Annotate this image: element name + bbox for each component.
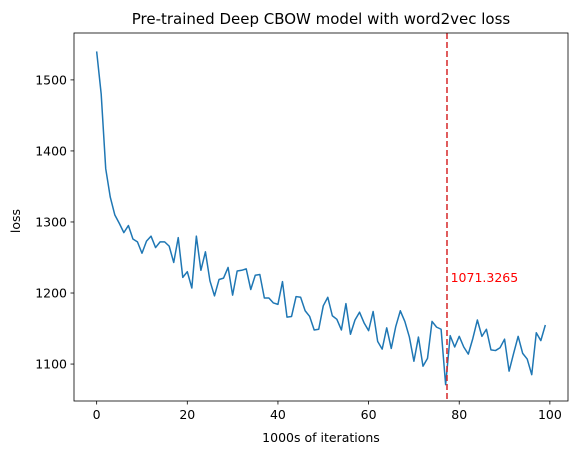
y-tick-label: 1500 <box>35 72 67 87</box>
y-tick-label: 1300 <box>35 214 67 229</box>
plot-area: 1071.3265 0 20 40 60 80 100 1100 1200 1300 1400 150… <box>35 32 569 422</box>
y-tick-label: 1100 <box>35 357 67 372</box>
x-tick-label: 0 <box>93 407 101 422</box>
chart-title: Pre-trained Deep CBOW model with word2ve… <box>132 10 511 28</box>
x-tick-label: 60 <box>361 407 377 422</box>
axes-frame <box>73 32 569 402</box>
x-axis-title: 1000s of iterations <box>262 430 380 445</box>
y-tick-label: 1400 <box>35 143 67 158</box>
x-tick-label: 20 <box>179 407 195 422</box>
x-tick-label: 100 <box>538 407 562 422</box>
x-tick-label: 80 <box>451 407 467 422</box>
y-tick-label: 1200 <box>35 286 67 301</box>
annotation-label: 1071.3265 <box>451 270 519 285</box>
series-line-loss <box>95 51 547 386</box>
x-tick-label: 40 <box>270 407 286 422</box>
y-axis-title: loss <box>8 209 23 233</box>
